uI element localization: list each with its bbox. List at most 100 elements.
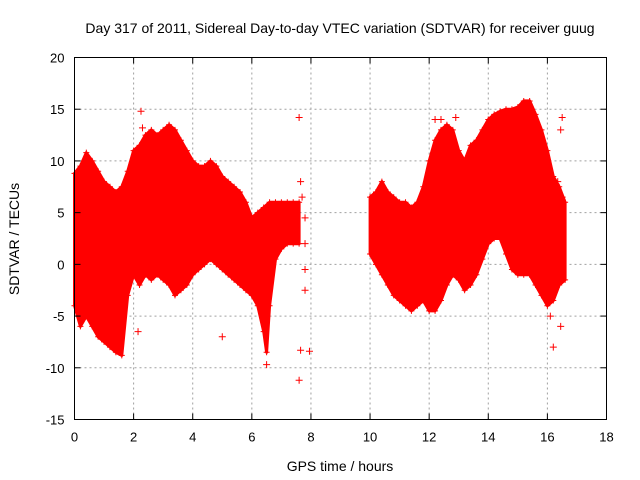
upper-envelope-point — [130, 147, 137, 154]
lower-envelope-point — [449, 271, 456, 278]
lower-envelope-point — [219, 266, 226, 273]
y-tick-label: 0 — [57, 257, 64, 272]
lower-envelope-point — [242, 287, 249, 294]
upper-envelope-point — [290, 199, 297, 206]
upper-envelope-point — [201, 163, 208, 170]
upper-envelope-point — [432, 137, 439, 144]
lower-envelope-point — [479, 256, 486, 263]
upper-envelope-point — [437, 126, 444, 133]
x-tick-label: 2 — [130, 430, 137, 445]
upper-envelope-point — [260, 204, 267, 211]
upper-envelope-point — [367, 194, 374, 201]
lower-envelope-point — [296, 240, 303, 247]
lower-envelope-point — [183, 282, 190, 289]
outlier-point — [557, 126, 565, 134]
lower-envelope-point — [384, 282, 391, 289]
x-tick-label: 6 — [248, 430, 255, 445]
upper-envelope-point — [461, 157, 468, 164]
lower-envelope-point — [171, 292, 178, 299]
upper-envelope-point — [272, 199, 279, 206]
lower-envelope-point — [284, 240, 291, 247]
lower-envelope-point — [154, 271, 161, 278]
outlier-point — [452, 113, 460, 121]
lower-envelope-point — [526, 271, 533, 278]
y-tick-label: -15 — [46, 413, 65, 428]
upper-envelope-point — [160, 126, 167, 133]
lower-envelope-point — [118, 352, 125, 359]
outlier-point — [295, 113, 303, 121]
lower-envelope-point — [432, 307, 439, 314]
lower-envelope-point — [177, 287, 184, 294]
lower-envelope-point — [195, 266, 202, 273]
lower-envelope-point — [248, 292, 255, 299]
upper-envelope-point — [154, 132, 161, 139]
outlier-point — [301, 240, 309, 248]
lower-envelope-point — [278, 245, 285, 252]
upper-envelope-point — [118, 183, 125, 190]
upper-envelope-point — [544, 147, 551, 154]
lower-envelope-point — [231, 276, 238, 283]
lower-envelope-point — [263, 349, 270, 356]
lower-envelope-point — [491, 235, 498, 242]
y-tick-label: 10 — [50, 154, 64, 169]
x-tick-label: 18 — [599, 430, 613, 445]
lower-envelope-point — [77, 323, 84, 330]
upper-envelope-point — [183, 147, 190, 154]
lower-envelope-point — [237, 282, 244, 289]
lower-envelope-point — [148, 276, 155, 283]
outlier-point — [263, 361, 271, 369]
x-tick-label: 14 — [481, 430, 495, 445]
upper-envelope-point — [195, 163, 202, 170]
lower-envelope-point — [124, 292, 131, 299]
outlier-point — [431, 116, 439, 124]
outlier-point — [437, 116, 445, 124]
y-tick-label: 20 — [50, 51, 64, 66]
lower-envelope-point — [142, 271, 149, 278]
lower-envelope-point — [538, 292, 545, 299]
axis-ticks: 0 2 4 6 8 10 12 14 16 18 -15 -10 -5 0 5 10 15 20 — [46, 51, 614, 445]
upper-envelope-point — [225, 178, 232, 185]
lower-envelope-point — [520, 271, 527, 278]
upper-envelope-point — [213, 163, 220, 170]
x-axis-label: GPS time / hours — [287, 458, 394, 474]
x-tick-label: 12 — [422, 430, 436, 445]
upper-envelope-point — [77, 163, 84, 170]
lower-envelope-point — [266, 302, 273, 309]
upper-envelope-point — [124, 168, 131, 175]
lower-envelope-point — [189, 271, 196, 278]
outlier-point — [549, 343, 557, 351]
upper-envelope-point — [378, 178, 385, 185]
lower-envelope-point — [455, 276, 462, 283]
outlier-point — [138, 124, 146, 132]
upper-envelope-point — [520, 97, 527, 104]
lower-envelope-point — [130, 271, 137, 278]
upper-envelope-point — [408, 204, 415, 211]
outlier-point — [295, 376, 303, 384]
lower-envelope-point — [497, 235, 504, 242]
lower-envelope-point — [207, 256, 214, 263]
y-tick-label: -5 — [53, 309, 65, 324]
lower-envelope-point — [467, 282, 474, 289]
upper-envelope-point — [497, 108, 504, 115]
lower-envelope-point — [473, 271, 480, 278]
upper-envelope-point — [556, 183, 563, 190]
lower-envelope-point — [508, 266, 515, 273]
outlier-point — [558, 193, 566, 201]
lower-envelope-point — [408, 307, 415, 314]
upper-envelope-point — [503, 106, 510, 113]
x-tick-label: 0 — [71, 430, 78, 445]
upper-envelope-point — [231, 183, 238, 190]
plot-frame — [74, 57, 607, 420]
upper-envelope-point — [526, 97, 533, 104]
upper-envelope-point — [278, 199, 285, 206]
upper-envelope-point — [473, 137, 480, 144]
lower-envelope-point — [426, 307, 433, 314]
lower-envelope-point — [136, 282, 143, 289]
upper-envelope-point — [112, 188, 119, 195]
lower-envelope-point — [166, 282, 173, 289]
lower-envelope-point — [367, 251, 374, 258]
series-2-point-cloud — [368, 99, 567, 313]
x-tick-label: 4 — [189, 430, 196, 445]
lower-envelope-point — [550, 297, 557, 304]
upper-envelope-point — [443, 121, 450, 128]
